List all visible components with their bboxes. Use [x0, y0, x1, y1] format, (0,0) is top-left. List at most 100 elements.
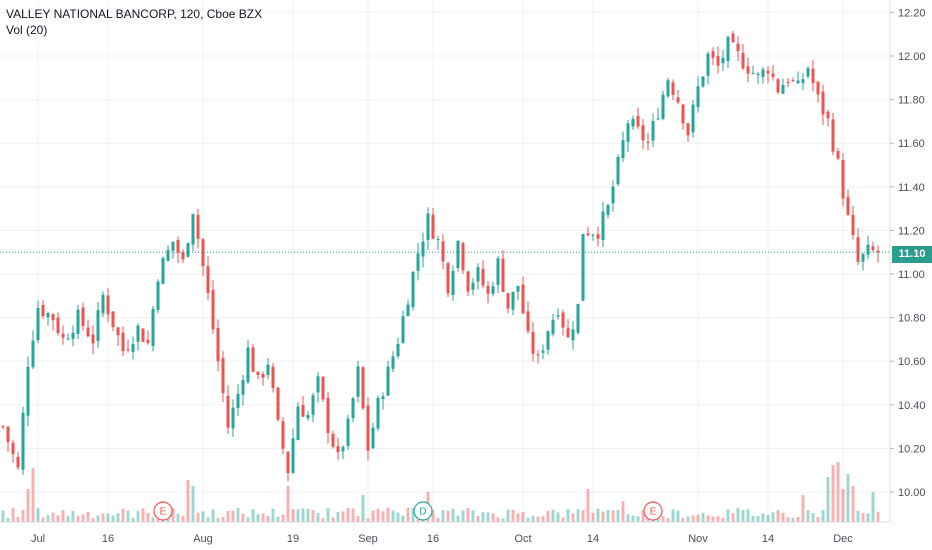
volume-bar [266, 515, 270, 522]
candle [141, 327, 145, 343]
candle [726, 35, 730, 68]
candle-body [426, 213, 430, 241]
volume-indicator-label[interactable]: Vol (20) [6, 23, 48, 37]
volume-bar [486, 512, 490, 522]
candle-body [391, 356, 395, 369]
candle [716, 46, 720, 74]
volume-bar [506, 509, 510, 522]
volume-bar [761, 513, 765, 522]
volume-bar [441, 510, 445, 522]
candle [741, 44, 745, 70]
candle [541, 344, 545, 360]
volume-bar [696, 514, 700, 522]
volume-bar [821, 509, 825, 522]
candle-body [186, 243, 190, 257]
candle-body [676, 97, 680, 103]
candle [456, 239, 460, 272]
candle [826, 109, 830, 127]
candle-body [126, 349, 130, 351]
candle-body [446, 263, 450, 294]
volume-bar [136, 511, 140, 522]
candle [231, 399, 235, 437]
candle-body [196, 214, 200, 239]
volume-bar [846, 474, 850, 522]
candle-body [236, 393, 240, 408]
candle-body [66, 338, 70, 340]
candle [706, 51, 710, 85]
candle [391, 351, 395, 373]
x-tick-label: 16 [427, 533, 439, 545]
volume-bar [431, 510, 435, 522]
candle-body [571, 329, 575, 341]
volume-bar [151, 517, 155, 522]
volume-bar [616, 510, 620, 522]
volume-bar [471, 510, 475, 522]
volume-bar [586, 489, 590, 522]
last-price-tag: 11.10 [892, 246, 932, 263]
candle [621, 131, 625, 162]
candle [606, 203, 610, 219]
candle-body [626, 123, 630, 142]
candle-body [41, 304, 45, 317]
candle-body [341, 446, 345, 452]
candle [211, 280, 215, 334]
price-axis[interactable]: 10.00 10.20 10.40 10.60 10.80 11.00 11.20 11.40… [889, 0, 926, 522]
candle [171, 241, 175, 259]
volume-bar [86, 511, 90, 522]
candle-body [71, 332, 75, 340]
candle-body [81, 307, 85, 326]
candle [341, 445, 345, 460]
candle [426, 207, 430, 250]
candle-body [211, 289, 215, 330]
volume-bar [286, 486, 290, 522]
volume-bar [1, 510, 5, 522]
candle [26, 356, 30, 427]
candle [556, 308, 560, 320]
volume-bar [561, 517, 565, 522]
volume-bar [581, 510, 585, 522]
earnings-marker[interactable]: E [643, 501, 663, 521]
volume-bar [496, 517, 500, 522]
volume-bar [851, 486, 855, 522]
volume-bar [386, 507, 390, 522]
candle [6, 425, 10, 452]
volume-bar [16, 517, 20, 522]
volume-bar [706, 515, 710, 522]
candle [161, 256, 165, 284]
volume-bar [871, 492, 875, 522]
candle-body [746, 66, 750, 74]
candle [546, 330, 550, 355]
candle-body [26, 366, 30, 416]
candle-body [331, 433, 335, 447]
candle-body [411, 271, 415, 308]
volume-bar [371, 510, 375, 522]
volume-bar [526, 517, 530, 522]
candle [156, 279, 160, 314]
volume-bar [261, 513, 265, 522]
dividend-marker[interactable]: D [413, 501, 433, 521]
candle [866, 235, 870, 260]
candle-body [76, 309, 80, 334]
candle [786, 78, 790, 87]
volume-bar [111, 515, 115, 522]
time-axis[interactable]: Jul 16 Aug 19 Sep 16 Oct 14 Nov 14 Dec [0, 521, 890, 545]
candle [86, 319, 90, 338]
candle-body [271, 366, 275, 389]
candle [321, 375, 325, 402]
candle [841, 153, 845, 207]
volume-bar [711, 516, 715, 522]
y-tick-label: 12.20 [898, 7, 926, 19]
candle [646, 132, 650, 151]
candle [451, 265, 455, 301]
candle-body [436, 239, 440, 241]
symbol-title[interactable]: VALLEY NATIONAL BANCORP, 120, Cboe BZX [6, 7, 263, 21]
volume-bar [451, 508, 455, 522]
volume-bar [771, 512, 775, 522]
candle-body [171, 241, 175, 251]
volume-bar [841, 489, 845, 522]
volume-bar [356, 516, 360, 522]
volume-bar [406, 507, 410, 522]
earnings-marker[interactable]: E [153, 501, 173, 521]
